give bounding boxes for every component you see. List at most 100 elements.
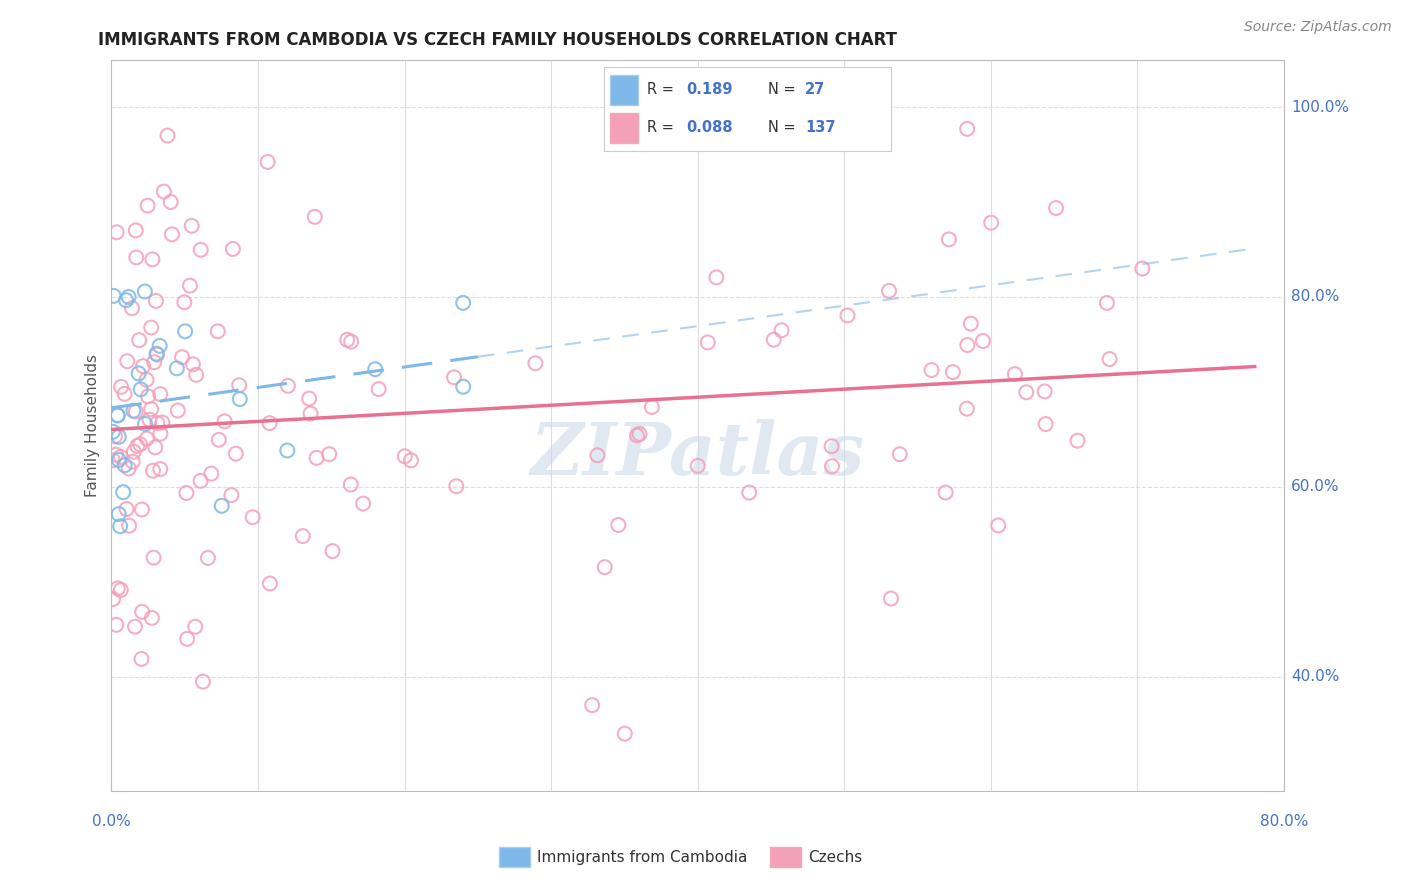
Point [141, 320, 163, 334]
Point [959, 317, 981, 331]
Point [321, 544, 343, 558]
Point [821, 459, 844, 474]
Point [880, 591, 903, 606]
Point [305, 450, 328, 465]
Point [141, 611, 163, 625]
Point [170, 350, 193, 364]
Point [107, 582, 129, 596]
Point [1033, 384, 1056, 399]
Point [124, 619, 146, 633]
Point [105, 225, 128, 239]
Point [121, 301, 143, 316]
Point [129, 437, 152, 451]
Text: 40.0%: 40.0% [1291, 669, 1340, 684]
Point [451, 296, 474, 310]
Point [135, 373, 157, 387]
Point [107, 409, 129, 423]
Point [336, 333, 359, 347]
Point [340, 334, 363, 349]
Point [770, 323, 793, 337]
Point [641, 400, 664, 414]
Point [586, 448, 609, 462]
Point [190, 243, 212, 257]
Point [399, 453, 422, 467]
Point [628, 427, 651, 442]
Point [103, 289, 125, 303]
Point [107, 409, 129, 423]
Point [956, 338, 979, 352]
Point [143, 441, 166, 455]
Point [160, 227, 183, 242]
Point [121, 455, 143, 469]
Point [299, 407, 322, 421]
Point [108, 430, 131, 444]
Point [200, 467, 222, 481]
Point [197, 550, 219, 565]
Point [131, 652, 153, 666]
Point [921, 363, 943, 377]
Point [125, 251, 148, 265]
Point [980, 216, 1002, 230]
Point [128, 333, 150, 347]
Point [134, 285, 156, 299]
Point [131, 605, 153, 619]
Point [115, 354, 138, 368]
Point [143, 355, 166, 369]
Point [738, 485, 761, 500]
Point [696, 335, 718, 350]
Point [112, 485, 135, 500]
Point [114, 387, 136, 401]
Point [181, 357, 204, 371]
Point [1098, 351, 1121, 366]
Text: ZIPatlas: ZIPatlas [530, 419, 865, 490]
Point [446, 479, 468, 493]
Point [686, 458, 709, 473]
Point [276, 443, 298, 458]
Point [186, 368, 208, 382]
Point [115, 502, 138, 516]
Text: Czechs: Czechs [808, 850, 863, 864]
Point [211, 499, 233, 513]
Point [352, 497, 374, 511]
Point [394, 450, 416, 464]
Point [122, 444, 145, 458]
Point [942, 365, 965, 379]
Point [613, 727, 636, 741]
Point [107, 507, 129, 521]
Point [159, 194, 181, 209]
Text: Source: ZipAtlas.com: Source: ZipAtlas.com [1244, 20, 1392, 34]
Point [291, 529, 314, 543]
Point [1095, 296, 1118, 310]
Point [104, 448, 127, 462]
Point [173, 295, 195, 310]
Point [117, 290, 139, 304]
Point [443, 370, 465, 384]
Point [115, 293, 138, 308]
Point [128, 367, 150, 381]
Point [149, 387, 172, 401]
Point [190, 474, 212, 488]
Point [956, 121, 979, 136]
Point [214, 414, 236, 428]
Point [259, 416, 281, 430]
Point [1045, 201, 1067, 215]
Point [142, 464, 165, 478]
Point [207, 324, 229, 338]
Point [889, 447, 911, 461]
Point [222, 242, 245, 256]
Point [110, 450, 132, 464]
Point [593, 560, 616, 574]
Point [221, 488, 243, 502]
Point [153, 185, 176, 199]
Point [364, 362, 387, 376]
Point [225, 447, 247, 461]
Point [105, 617, 128, 632]
Point [125, 223, 148, 237]
Y-axis label: Family Households: Family Households [86, 353, 100, 497]
Point [1066, 434, 1088, 448]
Point [180, 219, 202, 233]
Point [367, 382, 389, 396]
Point [138, 412, 160, 426]
Point [118, 461, 141, 475]
Point [706, 270, 728, 285]
